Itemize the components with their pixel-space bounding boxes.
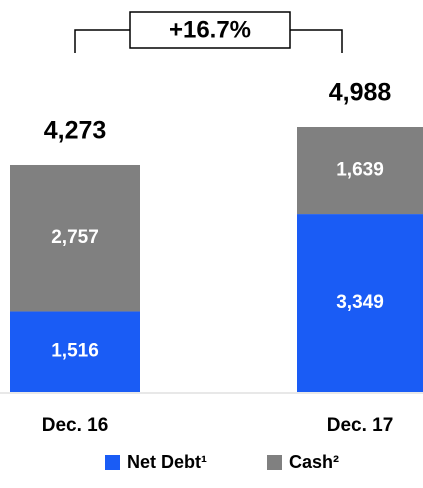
value-label: 1,516 [51, 341, 99, 362]
legend-label: Cash² [289, 452, 339, 472]
legend-label: Net Debt¹ [127, 452, 207, 472]
annotation: +16.7% [169, 16, 251, 43]
annotation-bracket [74, 11, 343, 53]
x-tick-label: Dec. 16 [42, 415, 109, 436]
value-label: 3,349 [336, 292, 384, 313]
annotation-box [129, 11, 291, 49]
bar-segment [297, 214, 423, 392]
bar-segment [297, 127, 423, 215]
value-label: 2,757 [51, 227, 99, 248]
bracket-right [290, 29, 343, 53]
value-label: 1,639 [336, 160, 384, 181]
bar-segment [10, 311, 140, 392]
legend-swatch [105, 455, 120, 470]
bar-segment [10, 164, 140, 312]
total-label: 4,988 [329, 79, 392, 107]
legend-swatch [267, 455, 282, 470]
total-label: 4,273 [44, 117, 107, 145]
x-tick-label: Dec. 17 [327, 415, 394, 436]
bracket-left [74, 29, 130, 53]
